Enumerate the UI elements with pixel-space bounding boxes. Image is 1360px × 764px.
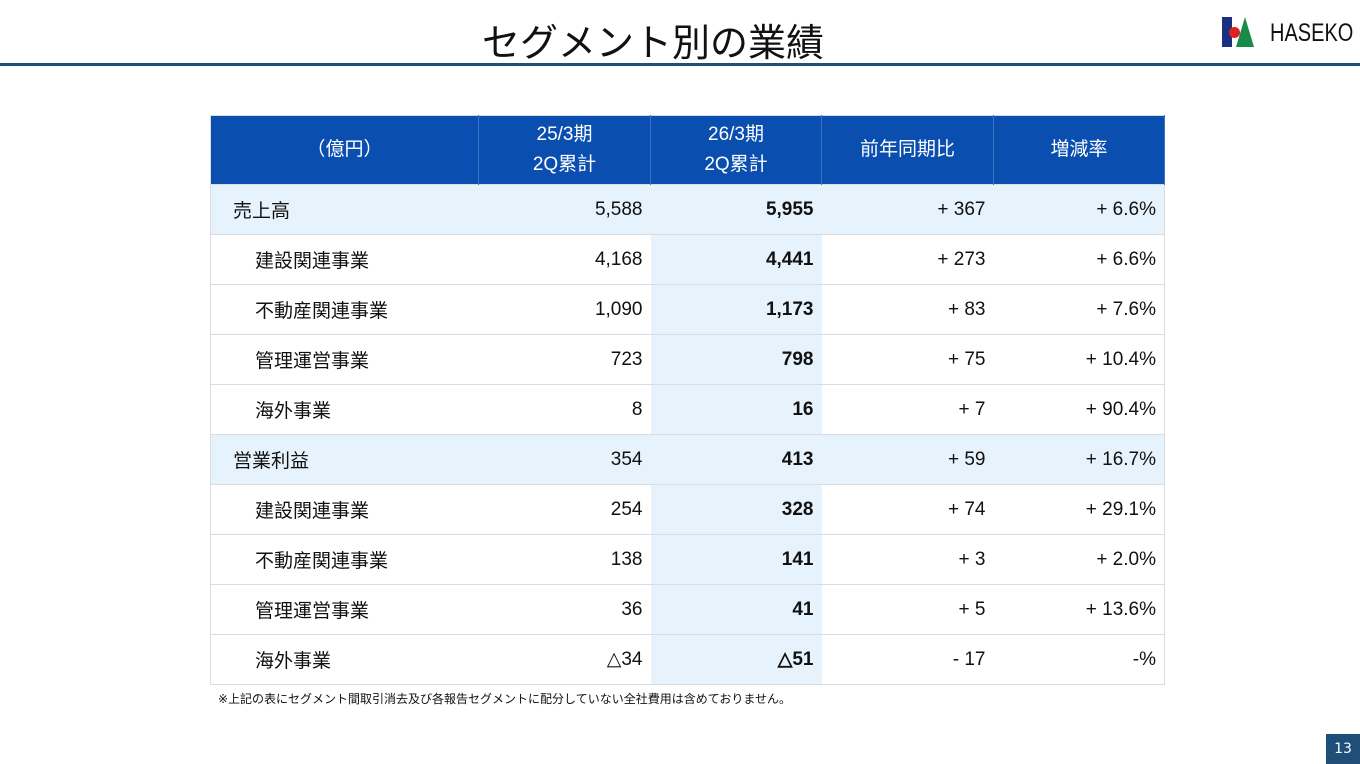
rate-value: + 13.6% (993, 584, 1165, 635)
diff-value: + 3 (821, 534, 994, 585)
diff-value: + 74 (821, 484, 994, 535)
page-title: セグメント別の業績 (481, 21, 824, 65)
table-row: 建設関連事業 254 328 + 74 + 29.1% (210, 484, 1165, 535)
rate-value: + 2.0% (993, 534, 1165, 585)
cur-value: 41 (650, 584, 822, 635)
footnote: ※上記の表にセグメント間取引消去及び各報告セグメントに配分していない全社費用は含… (218, 692, 791, 706)
col-cur: 26/3期 2Q累計 (650, 115, 822, 185)
header-rule (0, 63, 1360, 66)
prev-value: 8 (478, 384, 651, 435)
cur-value: 4,441 (650, 234, 822, 285)
diff-value: + 367 (821, 184, 994, 235)
diff-value: + 75 (821, 334, 994, 385)
prev-value: 723 (478, 334, 651, 385)
diff-value: - 17 (821, 634, 994, 685)
row-label: 営業利益 (210, 434, 479, 485)
rate-value: -% (993, 634, 1165, 685)
table-row: 海外事業 △34 △51- 17 -% (210, 634, 1165, 685)
segment-table: （億円） 25/3期 2Q累計 26/3期 2Q累計 前年同期比 増減率 売上高… (210, 115, 1165, 685)
rate-value: + 7.6% (993, 284, 1165, 335)
row-label: 不動産関連事業 (210, 284, 479, 335)
row-label: 建設関連事業 (210, 484, 479, 535)
table-row: 売上高 5,588 5,955 + 367 + 6.6% (210, 184, 1165, 235)
diff-value: + 59 (821, 434, 994, 485)
table-header: （億円） 25/3期 2Q累計 26/3期 2Q累計 前年同期比 増減率 (210, 115, 1165, 185)
logo-text: HASEKO (1270, 19, 1354, 47)
row-label: 建設関連事業 (210, 234, 479, 285)
table-row: 管理運営事業 723 798 + 75 + 10.4% (210, 334, 1165, 385)
row-label: 管理運営事業 (210, 584, 479, 635)
cur-value: 1,173 (650, 284, 822, 335)
table-row: 不動産関連事業 138 141 + 3 + 2.0% (210, 534, 1165, 585)
table-row: 建設関連事業 4,168 4,441 + 273 + 6.6% (210, 234, 1165, 285)
cur-value: 413 (650, 434, 822, 485)
page-number: 13 (1326, 734, 1360, 764)
rate-value: + 10.4% (993, 334, 1165, 385)
col-rate: 増減率 (993, 115, 1165, 185)
row-label: 不動産関連事業 (210, 534, 479, 585)
logo-dot-icon (1229, 27, 1240, 38)
cur-value: 328 (650, 484, 822, 535)
prev-value: 138 (478, 534, 651, 585)
prev-value: 354 (478, 434, 651, 485)
col-unit: （億円） (210, 115, 479, 185)
prev-value: △34 (478, 634, 651, 685)
cur-value: 16 (650, 384, 822, 435)
cur-value: 5,955 (650, 184, 822, 235)
table-row: 海外事業 8 16 + 7 + 90.4% (210, 384, 1165, 435)
logo-triangle-icon (1236, 17, 1254, 47)
row-label: 売上高 (210, 184, 479, 235)
prev-value: 254 (478, 484, 651, 535)
rate-value: + 6.6% (993, 234, 1165, 285)
prev-value: 36 (478, 584, 651, 635)
prev-value: 4,168 (478, 234, 651, 285)
row-label: 海外事業 (210, 634, 479, 685)
cur-value: △51 (650, 634, 822, 685)
row-label: 管理運営事業 (210, 334, 479, 385)
table-row: 営業利益 354 413 + 59 + 16.7% (210, 434, 1165, 485)
table-row: 管理運営事業 36 41 + 5 + 13.6% (210, 584, 1165, 635)
diff-value: + 5 (821, 584, 994, 635)
diff-value: + 273 (821, 234, 994, 285)
col-prev: 25/3期 2Q累計 (478, 115, 651, 185)
logo-bar-icon (1222, 17, 1232, 47)
rate-value: + 29.1% (993, 484, 1165, 535)
diff-value: + 7 (821, 384, 994, 435)
haseko-logo: HASEKO (1222, 17, 1354, 49)
row-label: 海外事業 (210, 384, 479, 435)
rate-value: + 90.4% (993, 384, 1165, 435)
cur-value: 141 (650, 534, 822, 585)
table-row: 不動産関連事業 1,090 1,173 + 83 + 7.6% (210, 284, 1165, 335)
diff-value: + 83 (821, 284, 994, 335)
prev-value: 5,588 (478, 184, 651, 235)
col-diff: 前年同期比 (821, 115, 994, 185)
prev-value: 1,090 (478, 284, 651, 335)
cur-value: 798 (650, 334, 822, 385)
rate-value: + 6.6% (993, 184, 1165, 235)
rate-value: + 16.7% (993, 434, 1165, 485)
